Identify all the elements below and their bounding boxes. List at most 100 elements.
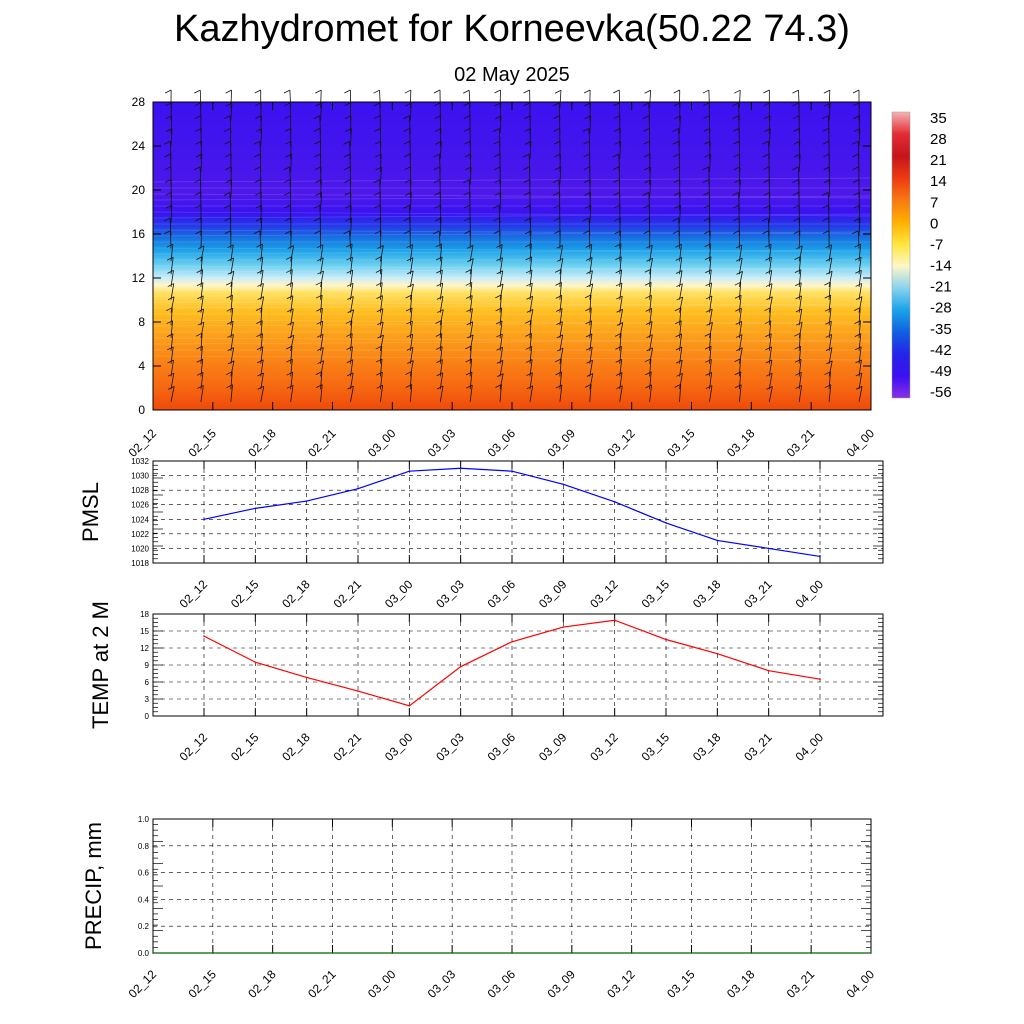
- wind-barb: [436, 269, 443, 274]
- x-tick-label: 02_15: [185, 426, 219, 460]
- wind-barb: [852, 153, 859, 158]
- wind-barb: [433, 153, 440, 158]
- wind-barb: [343, 166, 351, 171]
- wind-barb: [679, 283, 683, 300]
- wind-barb: [350, 257, 353, 275]
- wind-barb: [465, 371, 473, 376]
- wind-barb: [703, 128, 711, 132]
- wind-barb: [644, 268, 651, 273]
- wind-barb: [469, 308, 473, 326]
- wind-barb: [439, 296, 444, 313]
- wind-barb: [226, 307, 233, 312]
- data-point: [391, 952, 394, 954]
- wind-barb: [466, 321, 473, 326]
- wind-barb: [229, 205, 232, 224]
- wind-barb: [225, 166, 232, 171]
- wind-barb: [615, 345, 622, 350]
- wind-barb: [468, 90, 471, 109]
- data-point: [408, 705, 411, 707]
- wind-barb: [559, 321, 563, 339]
- wind-barb: [290, 141, 292, 160]
- wind-barb: [167, 283, 174, 287]
- data-point: [511, 640, 513, 643]
- wind-barb: [797, 166, 800, 185]
- wind-barb: [798, 308, 803, 326]
- wind-barb: [798, 154, 801, 172]
- wind-barb: [709, 243, 712, 262]
- wind-barb: [376, 308, 384, 313]
- wind-barb: [314, 153, 321, 158]
- wind-barb: [260, 372, 264, 390]
- wind-barb: [529, 243, 532, 262]
- wind-barb: [463, 115, 470, 119]
- wind-barb: [494, 179, 501, 183]
- wind-barb: [200, 346, 203, 364]
- x-tick-label: 03_21: [784, 967, 818, 1001]
- wind-barb: [525, 346, 532, 350]
- contour-line: [152, 247, 872, 253]
- wind-barb: [672, 128, 679, 132]
- plot-frame-2: [152, 613, 884, 717]
- wind-barb: [409, 192, 412, 211]
- wind-barb: [828, 371, 831, 390]
- wind-barb: [379, 321, 384, 339]
- wind-barb: [822, 115, 829, 120]
- wind-barb: [313, 204, 320, 209]
- x-tick-label: 03_18: [724, 426, 758, 460]
- wind-barb: [439, 283, 444, 300]
- wind-barb: [259, 141, 262, 160]
- wind-barb: [792, 166, 799, 171]
- wind-barb: [496, 333, 503, 338]
- wind-barb: [558, 179, 561, 198]
- wind-barb: [732, 102, 739, 107]
- wind-barb: [320, 347, 324, 364]
- wind-barb: [230, 90, 232, 109]
- wind-barb: [350, 346, 353, 364]
- wind-barb: [585, 320, 592, 325]
- wind-barb: [824, 384, 832, 389]
- wind-barb: [350, 128, 352, 147]
- wind-barb: [768, 283, 773, 300]
- x-tick-label: 03_06: [485, 577, 519, 611]
- wind-barb: [678, 217, 680, 236]
- wind-barb: [828, 90, 831, 109]
- wind-barb: [705, 358, 712, 363]
- wind-barb: [824, 307, 832, 312]
- wind-barb: [645, 308, 652, 312]
- wind-barb: [852, 179, 860, 183]
- wind-barb: [589, 244, 593, 262]
- wind-barb: [709, 154, 711, 172]
- wind-barb: [825, 334, 832, 338]
- wind-barb: [619, 217, 621, 236]
- wind-barb: [673, 153, 680, 158]
- wind-barb: [290, 282, 293, 300]
- wind-barb: [765, 346, 772, 351]
- wind-barb: [194, 102, 201, 107]
- wind-barb: [792, 89, 799, 94]
- wind-barb: [765, 283, 773, 287]
- wind-barb: [559, 295, 563, 313]
- wind-barb: [404, 89, 412, 94]
- wind-barb: [436, 295, 444, 300]
- wind-barb: [828, 257, 833, 275]
- wind-barb: [469, 345, 472, 364]
- wind-barb: [284, 128, 292, 132]
- wind-barb: [469, 269, 472, 287]
- wind-barb: [409, 102, 412, 121]
- colorbar-label: 35: [930, 110, 947, 127]
- wind-barb: [439, 269, 443, 288]
- wind-barb: [496, 257, 503, 261]
- wind-barb: [379, 372, 383, 390]
- wind-barb: [709, 346, 712, 364]
- wind-barb: [316, 307, 323, 312]
- wind-barb: [768, 128, 771, 147]
- y-tick-label: 1028: [131, 486, 149, 495]
- wind-barb: [824, 281, 831, 286]
- wind-barb: [529, 372, 533, 390]
- wind-barb: [200, 333, 203, 351]
- wind-barb: [738, 295, 742, 313]
- wind-barb: [645, 384, 652, 389]
- wind-barb: [613, 191, 620, 196]
- wind-barb: [679, 320, 682, 339]
- wind-barb: [738, 347, 743, 364]
